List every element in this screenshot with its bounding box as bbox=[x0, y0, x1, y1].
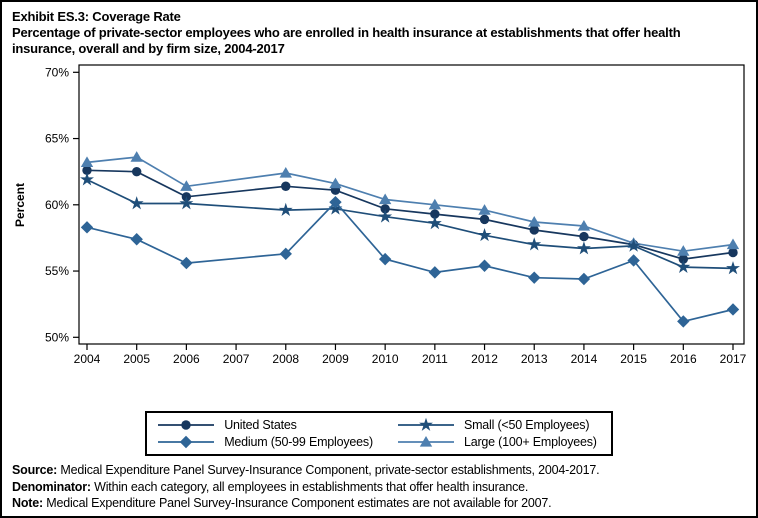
marker-small-50-employees bbox=[378, 209, 393, 223]
marker-medium-50-99-employees bbox=[726, 303, 740, 316]
x-tick-label: 2014 bbox=[571, 352, 598, 366]
marker-large-100-employees bbox=[130, 151, 143, 162]
legend-label: Large (100+ Employees) bbox=[463, 435, 597, 449]
marker-united-states bbox=[529, 225, 539, 235]
y-tick-label: 65% bbox=[45, 132, 69, 146]
marker-large-100-employees bbox=[80, 156, 94, 167]
marker-small-50-employees bbox=[179, 196, 194, 210]
x-tick-label: 2010 bbox=[372, 352, 399, 366]
plot-frame bbox=[78, 64, 745, 345]
coverage-rate-line-chart: 70% 65% 60% 55% 50% 2004 2005 2006 2007 2008 2009 2… bbox=[13, 64, 747, 366]
legend-item-united-states: United States bbox=[157, 417, 373, 433]
legend-marker-diamond-icon bbox=[180, 435, 193, 449]
x-tick-label: 2013 bbox=[521, 352, 548, 366]
availability-note: Note: Medical Expenditure Panel Survey-I… bbox=[12, 496, 552, 510]
legend-marker-circle-icon bbox=[181, 420, 191, 430]
marker-large-100-employees bbox=[478, 204, 491, 215]
marker-united-states bbox=[430, 209, 440, 219]
marker-united-states bbox=[579, 231, 589, 242]
marker-large-100-employees bbox=[329, 177, 342, 189]
marker-medium-50-99-employees bbox=[80, 221, 94, 234]
marker-small-50-employees bbox=[527, 237, 542, 251]
legend-marker-triangle-icon bbox=[419, 436, 433, 447]
marker-large-100-employees bbox=[726, 238, 740, 250]
marker-small-50-employees bbox=[427, 216, 442, 230]
x-tick-label: 2004 bbox=[74, 352, 101, 366]
x-tick-label: 2012 bbox=[471, 352, 498, 366]
marker-large-100-employees bbox=[577, 220, 591, 231]
x-tick-label: 2016 bbox=[670, 352, 697, 366]
marker-small-50-employees bbox=[477, 227, 492, 242]
marker-small-50-employees bbox=[278, 202, 293, 217]
source-note: Source: Medical Expenditure Panel Survey… bbox=[12, 463, 600, 477]
legend-triangle-swatch-icon bbox=[397, 436, 454, 447]
marker-united-states bbox=[82, 165, 92, 176]
legend-item-small-50-employees: Small (<50 Employees) bbox=[397, 417, 597, 433]
marker-medium-50-99-employees bbox=[180, 256, 193, 270]
marker-small-50-employees bbox=[129, 196, 144, 210]
footer-notes: Source: Medical Expenditure Panel Survey… bbox=[2, 462, 756, 512]
x-tick-label: 2011 bbox=[422, 352, 448, 366]
marker-medium-50-99-employees bbox=[130, 233, 143, 246]
marker-medium-50-99-employees bbox=[279, 247, 292, 261]
x-tick-label: 2009 bbox=[322, 352, 349, 366]
marker-large-100-employees bbox=[180, 180, 193, 191]
chart-legend: United States Small (<50 Employees) Medium… bbox=[145, 411, 613, 456]
marker-small-50-employees bbox=[80, 172, 94, 186]
x-tick-label: 2015 bbox=[620, 352, 647, 366]
exhibit-subtitle: Percentage of private-sector employees w… bbox=[12, 25, 681, 56]
legend-item-large-100-employees: Large (100+ Employees) bbox=[397, 434, 597, 450]
marker-large-100-employees bbox=[528, 216, 541, 227]
legend-diamond-swatch-icon bbox=[158, 435, 215, 449]
marker-united-states bbox=[131, 166, 142, 177]
marker-united-states bbox=[380, 204, 390, 214]
y-axis-title: Percent bbox=[13, 183, 27, 227]
marker-medium-50-99-employees bbox=[329, 195, 342, 209]
marker-large-100-employees bbox=[279, 167, 292, 178]
marker-united-states bbox=[281, 181, 291, 191]
legend-label: United States bbox=[224, 418, 297, 432]
marker-medium-50-99-employees bbox=[528, 271, 541, 284]
exhibit-title: Exhibit ES.3: Coverage Rate bbox=[12, 9, 181, 24]
note-label: Note: bbox=[12, 496, 43, 510]
marker-medium-50-99-employees bbox=[478, 259, 491, 272]
y-tick-label: 60% bbox=[45, 198, 69, 212]
marker-united-states bbox=[678, 254, 689, 264]
x-tick-label: 2007 bbox=[223, 352, 250, 366]
x-tick-label: 2008 bbox=[272, 352, 299, 366]
denominator-note: Denominator: Within each category, all e… bbox=[12, 479, 529, 494]
y-tick-label: 50% bbox=[45, 330, 69, 344]
y-tick-label: 70% bbox=[45, 65, 69, 79]
marker-large-100-employees bbox=[378, 193, 392, 205]
legend-item-medium-50-99-employees: Medium (50-99 Employees) bbox=[157, 434, 373, 450]
denominator-label: Denominator: bbox=[12, 479, 91, 494]
marker-small-50-employees bbox=[626, 238, 641, 252]
source-label: Source: bbox=[12, 463, 58, 477]
marker-medium-50-99-employees bbox=[577, 272, 591, 286]
marker-large-100-employees bbox=[428, 198, 442, 210]
marker-medium-50-99-employees bbox=[627, 254, 640, 267]
marker-united-states bbox=[728, 247, 738, 258]
legend-label: Small (<50 Employees) bbox=[463, 418, 590, 432]
x-tick-label: 2017 bbox=[720, 352, 747, 366]
title-block: Exhibit ES.3: Coverage Rate Percentage o… bbox=[2, 2, 756, 57]
legend-marker-star-icon bbox=[418, 417, 433, 431]
x-tick-label: 2005 bbox=[123, 352, 150, 366]
marker-small-50-employees bbox=[726, 261, 740, 275]
legend-label: Medium (50-99 Employees) bbox=[224, 435, 373, 449]
legend-circle-swatch-icon bbox=[158, 420, 215, 430]
marker-medium-50-99-employees bbox=[677, 315, 690, 328]
legend-star-swatch-icon bbox=[397, 417, 454, 431]
marker-large-100-employees bbox=[677, 245, 690, 256]
x-tick-label: 2006 bbox=[173, 352, 200, 366]
marker-united-states bbox=[479, 214, 490, 225]
marker-small-50-employees bbox=[676, 259, 691, 273]
y-tick-label: 55% bbox=[45, 264, 69, 278]
marker-medium-50-99-employees bbox=[428, 266, 442, 279]
marker-small-50-employees bbox=[576, 241, 591, 255]
